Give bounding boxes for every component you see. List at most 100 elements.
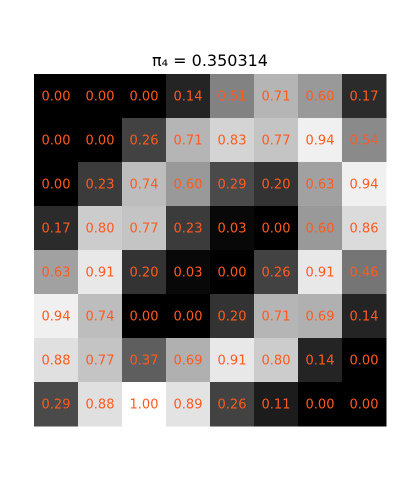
heatmap-cell-r6-c4 — [210, 338, 255, 383]
cell-value-label-r2-c4: 0.29 — [218, 178, 247, 193]
heatmap-cell-r4-c3 — [166, 250, 211, 295]
cell-value-label-r6-c6: 0.14 — [306, 354, 335, 369]
heatmap-cell-r7-c7 — [342, 382, 387, 427]
heatmap-cell-r1-c6 — [298, 118, 343, 163]
heatmap-cell-r3-c0 — [34, 206, 79, 251]
cell-value-label-r3-c1: 0.80 — [86, 222, 115, 237]
heatmap-cell-r7-c2 — [122, 382, 167, 427]
cell-value-label-r0-c5: 0.71 — [262, 90, 291, 105]
heatmap-cell-r4-c6 — [298, 250, 343, 295]
cell-value-label-r6-c2: 0.37 — [130, 354, 159, 369]
cell-value-label-r5-c1: 0.74 — [86, 310, 115, 325]
heatmap-cell-r1-c7 — [342, 118, 387, 163]
heatmap-cell-r6-c6 — [298, 338, 343, 383]
cell-value-label-r0-c1: 0.00 — [86, 90, 115, 105]
heatmap-cell-r2-c4 — [210, 162, 255, 207]
cell-value-label-r4-c2: 0.20 — [130, 266, 159, 281]
cell-value-label-r5-c7: 0.14 — [350, 310, 379, 325]
heatmap-cells — [34, 74, 387, 427]
cell-value-label-r0-c4: 0.51 — [218, 90, 247, 105]
cell-value-label-r6-c7: 0.00 — [350, 354, 379, 369]
cell-value-label-r2-c2: 0.74 — [130, 178, 159, 193]
cell-value-label-r6-c1: 0.77 — [86, 354, 115, 369]
cell-value-label-r0-c6: 0.60 — [306, 90, 335, 105]
cell-value-label-r6-c3: 0.69 — [174, 354, 203, 369]
heatmap-cell-r6-c1 — [78, 338, 123, 383]
heatmap-cell-r3-c2 — [122, 206, 167, 251]
heatmap-cell-r5-c3 — [166, 294, 211, 339]
cell-value-label-r5-c2: 0.00 — [130, 310, 159, 325]
heatmap-cell-r3-c7 — [342, 206, 387, 251]
cell-value-label-r1-c4: 0.83 — [218, 134, 247, 149]
cell-value-label-r0-c0: 0.00 — [42, 90, 71, 105]
heatmap-cell-r4-c4 — [210, 250, 255, 295]
heatmap-cell-r6-c2 — [122, 338, 167, 383]
cell-value-label-r7-c2: 1.00 — [130, 398, 159, 413]
heatmap-cell-r2-c5 — [254, 162, 299, 207]
heatmap-cell-r3-c1 — [78, 206, 123, 251]
heatmap-cell-r1-c0 — [34, 118, 79, 163]
cell-value-label-r7-c6: 0.00 — [306, 398, 335, 413]
cell-value-label-r3-c2: 0.77 — [130, 222, 159, 237]
heatmap-cell-r4-c0 — [34, 250, 79, 295]
heatmap-cell-r7-c1 — [78, 382, 123, 427]
cell-value-label-r0-c7: 0.17 — [350, 90, 379, 105]
cell-value-label-r4-c7: 0.46 — [350, 266, 379, 281]
cell-value-label-r0-c3: 0.14 — [174, 90, 203, 105]
cell-value-label-r3-c3: 0.23 — [174, 222, 203, 237]
heatmap-cell-r2-c1 — [78, 162, 123, 207]
heatmap-cell-r3-c5 — [254, 206, 299, 251]
cell-value-label-r5-c6: 0.69 — [306, 310, 335, 325]
heatmap-cell-r2-c2 — [122, 162, 167, 207]
cell-value-label-r7-c5: 0.11 — [262, 398, 291, 413]
cell-value-label-r4-c0: 0.63 — [42, 266, 71, 281]
cell-value-label-r4-c6: 0.91 — [306, 266, 335, 281]
heatmap-cell-r4-c2 — [122, 250, 167, 295]
cell-value-label-r1-c6: 0.94 — [306, 134, 335, 149]
cell-value-label-r7-c4: 0.26 — [218, 398, 247, 413]
heatmap-cell-r7-c4 — [210, 382, 255, 427]
cell-value-label-r2-c7: 0.94 — [350, 178, 379, 193]
cell-value-label-r2-c0: 0.00 — [42, 178, 71, 193]
heatmap-cell-r2-c7 — [342, 162, 387, 207]
cell-value-label-r4-c5: 0.26 — [262, 266, 291, 281]
chart-title: π₄ = 0.350314 — [152, 51, 268, 70]
heatmap-cell-r7-c6 — [298, 382, 343, 427]
heatmap-cell-r0-c2 — [122, 74, 167, 119]
cell-value-label-r2-c3: 0.60 — [174, 178, 203, 193]
heatmap-cell-r5-c1 — [78, 294, 123, 339]
heatmap-cell-r0-c3 — [166, 74, 211, 119]
heatmap-cell-r0-c5 — [254, 74, 299, 119]
cell-value-label-r5-c5: 0.71 — [262, 310, 291, 325]
cell-value-label-r3-c5: 0.00 — [262, 222, 291, 237]
heatmap-cell-r5-c2 — [122, 294, 167, 339]
heatmap-cell-r5-c4 — [210, 294, 255, 339]
heatmap-cell-r4-c5 — [254, 250, 299, 295]
cell-value-label-r1-c0: 0.00 — [42, 134, 71, 149]
cell-value-label-r7-c0: 0.29 — [42, 398, 71, 413]
cell-value-label-r3-c0: 0.17 — [42, 222, 71, 237]
cell-value-label-r6-c4: 0.91 — [218, 354, 247, 369]
heatmap-cell-r4-c7 — [342, 250, 387, 295]
heatmap-cell-r7-c3 — [166, 382, 211, 427]
heatmap-cell-r0-c4 — [210, 74, 255, 119]
heatmap-cell-r7-c0 — [34, 382, 79, 427]
cell-value-label-r5-c4: 0.20 — [218, 310, 247, 325]
cell-value-label-r6-c5: 0.80 — [262, 354, 291, 369]
cell-value-label-r3-c7: 0.86 — [350, 222, 379, 237]
heatmap-cell-r5-c5 — [254, 294, 299, 339]
cell-value-label-r1-c2: 0.26 — [130, 134, 159, 149]
heatmap-cell-r3-c6 — [298, 206, 343, 251]
cell-value-label-r4-c1: 0.91 — [86, 266, 115, 281]
heatmap-cell-r3-c4 — [210, 206, 255, 251]
heatmap-cell-r7-c5 — [254, 382, 299, 427]
heatmap-cell-r2-c6 — [298, 162, 343, 207]
heatmap-cell-r6-c5 — [254, 338, 299, 383]
cell-value-label-r2-c1: 0.23 — [86, 178, 115, 193]
heatmap-cell-labels: 0.00 0.00 0.00 0.14 0.51 0.71 0.60 0.17 0.00 0.00… — [42, 90, 379, 413]
cell-value-label-r7-c3: 0.89 — [174, 398, 203, 413]
cell-value-label-r4-c4: 0.00 — [218, 266, 247, 281]
cell-value-label-r3-c4: 0.03 — [218, 222, 247, 237]
